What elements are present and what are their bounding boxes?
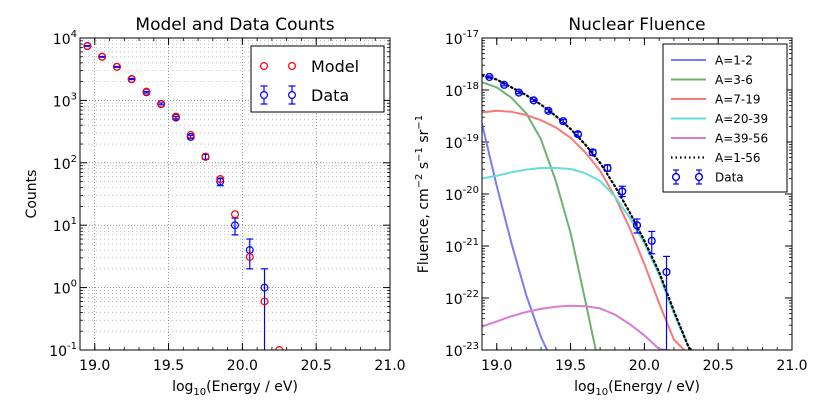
model-point (142, 87, 151, 96)
right-chart-title: Nuclear Fluence (568, 15, 705, 35)
y-tick-label: 102 (53, 154, 77, 173)
y-tick-label: 10-18 (445, 81, 479, 100)
model-point (231, 210, 240, 219)
x-tick-label: 21.0 (776, 358, 807, 374)
data-point (603, 163, 612, 173)
model-point (83, 42, 92, 51)
data-point (588, 148, 597, 157)
y-tick-label: 100 (53, 279, 77, 298)
data-point (618, 187, 627, 196)
legend-label: A=20-39 (715, 112, 768, 126)
y-tick-label: 10-22 (445, 289, 479, 308)
data-point (529, 96, 538, 105)
data-point (662, 267, 671, 277)
x-tick-label: 19.0 (481, 358, 512, 374)
right-axes-frame (481, 37, 793, 351)
legend-model-marker (260, 61, 269, 70)
legend-model-marker (288, 61, 297, 70)
model-point (171, 112, 180, 121)
right-plot-area (482, 72, 693, 350)
y-tick-label: 10-17 (445, 29, 479, 48)
data-point (544, 106, 553, 115)
model-point (216, 175, 225, 184)
legend-data-marker (260, 90, 269, 99)
left-y-axis-label: Counts (24, 170, 40, 219)
model-point (127, 75, 136, 84)
model-point (186, 130, 195, 139)
model-point (112, 62, 121, 71)
legend-label: A=3-6 (715, 73, 753, 87)
legend-label: A=7-19 (715, 93, 761, 107)
legend-data-label: Data (311, 86, 349, 105)
model-point (201, 152, 210, 161)
right-chart: 19.0 19.5 20.0 20.5 21.0 10-23 10-22 10-21 10-20… (414, 15, 808, 398)
y-tick-label: 101 (53, 216, 77, 235)
x-tick-label: 20.0 (227, 358, 258, 374)
right-y-axis-label: Fluence, cm−2 s−1 sr−1 (414, 115, 432, 273)
x-tick-label: 20.5 (301, 358, 332, 374)
model-point (98, 52, 107, 61)
legend-box (250, 45, 385, 113)
right-x-axis-label: log10(Energy / eV) (574, 379, 700, 398)
y-tick-label: 103 (53, 91, 77, 110)
model-point (275, 346, 284, 350)
y-tick-label: 10-23 (445, 341, 479, 360)
left-chart: 19.0 19.5 20.0 20.5 21.0 10-1 100 101 102 103 104 M… (24, 15, 406, 398)
legend-label: A=39-56 (715, 132, 768, 146)
data-point (559, 117, 568, 126)
x-tick-label: 19.0 (79, 358, 110, 374)
x-tick-label: 19.5 (555, 358, 586, 374)
left-x-axis-label: log10(Energy / eV) (172, 379, 298, 398)
y-tick-label: 10-21 (445, 237, 479, 256)
legend-label: A=1-2 (715, 54, 753, 68)
series-line-a-3-6 (482, 81, 597, 350)
y-tick-label: 10-20 (445, 185, 479, 204)
y-tick-label: 104 (53, 29, 77, 48)
legend-data-marker (288, 90, 297, 99)
left-axes-frame (79, 37, 391, 351)
right-legend: A=1-2 A=3-6 A=7-19 A=20-39 A=39-56 A=1-56 Data (662, 43, 788, 193)
x-tick-label: 21.0 (374, 358, 405, 374)
x-tick-label: 20.5 (703, 358, 734, 374)
data-point (260, 283, 269, 292)
left-chart-title: Model and Data Counts (135, 15, 334, 35)
x-tick-label: 19.5 (153, 358, 184, 374)
series-line-a-7-19 (482, 109, 686, 350)
legend-data-marker (671, 172, 681, 182)
data-point (485, 72, 494, 82)
model-point (157, 100, 166, 109)
legend-data-label: Data (715, 171, 744, 185)
left-legend: Model Data (250, 45, 385, 113)
data-point (216, 177, 225, 186)
data-point (500, 80, 509, 89)
data-point (231, 221, 240, 230)
data-point (573, 130, 583, 139)
data-point (647, 236, 656, 245)
legend-data-marker (694, 172, 704, 182)
left-plot-area (83, 41, 284, 350)
data-point (632, 221, 642, 230)
x-tick-label: 20.0 (629, 358, 660, 374)
y-tick-label: 10-1 (49, 341, 77, 360)
model-point (260, 297, 269, 306)
series-line-a-39-56 (482, 304, 668, 350)
legend-label: A=1-56 (715, 151, 761, 165)
series-line-a-20-39 (482, 167, 693, 350)
legend-model-label: Model (311, 57, 359, 76)
data-point (514, 88, 524, 97)
y-tick-label: 10-19 (445, 133, 479, 152)
model-point (245, 252, 254, 261)
